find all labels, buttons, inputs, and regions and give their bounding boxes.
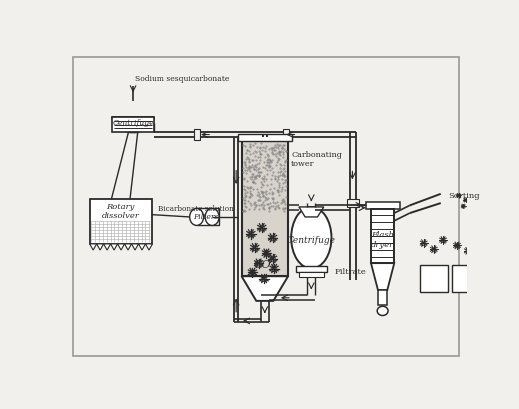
Polygon shape [139, 244, 145, 250]
Polygon shape [111, 244, 118, 250]
Text: CO₂: CO₂ [254, 261, 276, 270]
Bar [197, 209, 219, 225]
Bar [241, 142, 288, 276]
Bar [378, 290, 387, 306]
Bar [420, 265, 448, 292]
Text: Carbonating
tower: Carbonating tower [291, 151, 342, 168]
Bar [238, 134, 292, 142]
Bar [365, 202, 400, 209]
Text: Centrifuge: Centrifuge [287, 236, 336, 245]
Ellipse shape [377, 306, 388, 315]
Polygon shape [125, 244, 131, 250]
Polygon shape [131, 244, 139, 250]
Text: Bicarbonate solution: Bicarbonate solution [158, 205, 234, 213]
Bar [90, 199, 152, 244]
Ellipse shape [291, 207, 332, 269]
Polygon shape [90, 244, 97, 250]
Polygon shape [371, 263, 394, 290]
Text: Filtrate: Filtrate [335, 268, 366, 276]
Bar [347, 199, 359, 207]
Bar [296, 266, 327, 272]
Polygon shape [299, 207, 324, 217]
Text: Sorting: Sorting [448, 192, 480, 200]
Bar [453, 265, 480, 292]
Bar [299, 272, 324, 277]
Ellipse shape [189, 209, 203, 225]
Ellipse shape [205, 209, 219, 225]
Text: Centrifuge: Centrifuge [112, 119, 154, 127]
Polygon shape [241, 276, 288, 301]
Text: Filters: Filters [193, 213, 218, 221]
Polygon shape [118, 244, 125, 250]
Polygon shape [145, 244, 153, 250]
Text: Rotary
dissolver: Rotary dissolver [102, 203, 140, 220]
Bar [194, 129, 200, 140]
Bar [371, 209, 394, 263]
Polygon shape [97, 244, 104, 250]
Bar [112, 117, 154, 132]
Text: Sodium sesquicarbonate: Sodium sesquicarbonate [134, 75, 229, 83]
Polygon shape [104, 244, 111, 250]
Text: Flash
dryer: Flash dryer [371, 231, 394, 249]
Bar [283, 129, 289, 140]
